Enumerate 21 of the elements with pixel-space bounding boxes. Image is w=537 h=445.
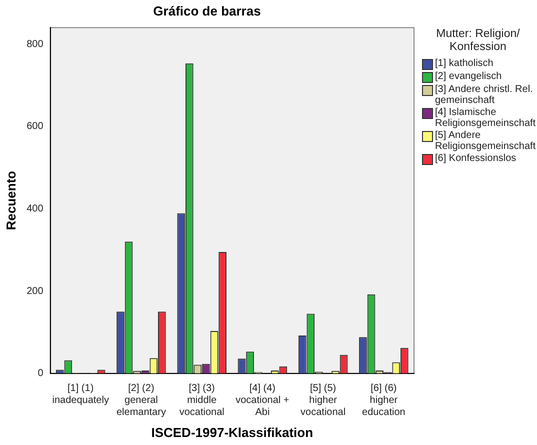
x-tick-label: [6] (6) higher education (362, 383, 406, 418)
y-axis-title: Recuento (3, 170, 18, 230)
x-tick-label: [3] (3) middle vocational (179, 383, 224, 418)
x-axis-title: ISCED-1997-Klassifikation (151, 424, 314, 440)
legend-label: [6] Konfessionslos (435, 153, 516, 164)
legend-label: [2] evangelisch (435, 71, 502, 82)
x-tick-label: [4] (4) vocational + Abi (236, 383, 290, 418)
y-tick-label: 600 (26, 121, 44, 132)
legend-label: [4] Islamische Religionsgemeinschaft (435, 107, 536, 129)
x-tick-label: [2] (2) general elemantary (116, 383, 166, 418)
y-tick-label: 800 (26, 38, 44, 50)
legend-title: Mutter: Religion/ Konfession (435, 28, 521, 54)
chart-title: Gráfico de barras (153, 3, 261, 18)
x-tick-label: [1] (1) inadequately (52, 383, 109, 406)
legend-label: [5] Andere Religionsgemeinschaft (435, 130, 536, 152)
y-tick-label: 0 (38, 368, 44, 380)
legend-label: [3] Andere christl. Rel. gemeinschaft (435, 84, 534, 106)
y-tick-label: 400 (26, 203, 44, 214)
legend-label: [1] katholisch (435, 58, 494, 69)
x-tick-label: [5] (5) higher vocational (300, 383, 346, 418)
y-tick-label: 200 (26, 286, 44, 297)
